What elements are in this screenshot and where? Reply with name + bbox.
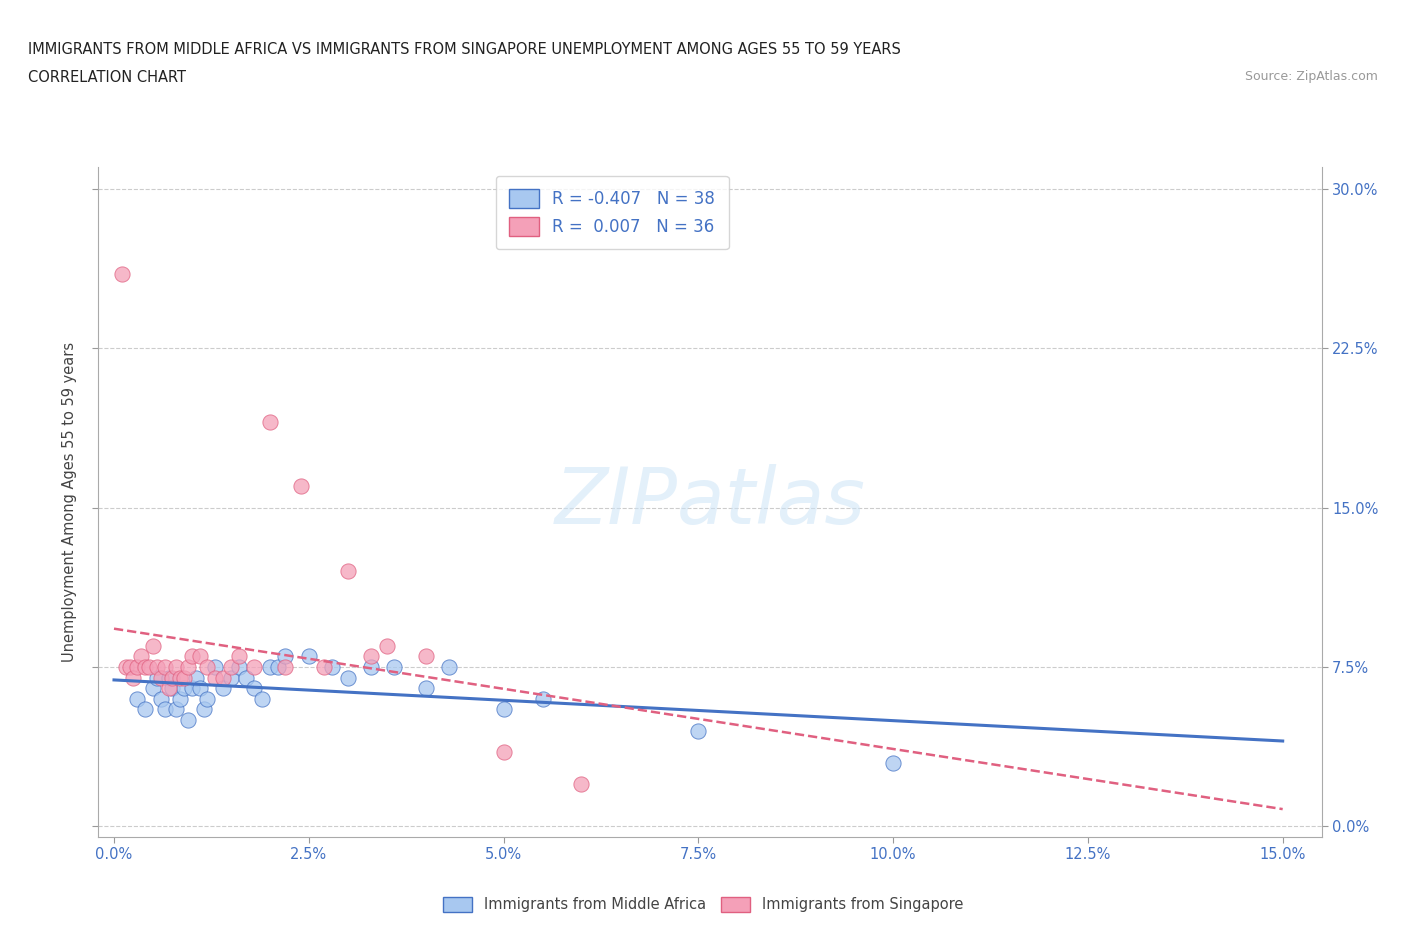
Point [149,671,172,685]
Point [129,649,152,664]
Point [180,649,202,664]
Point [111,266,134,281]
Point [219,659,242,674]
Point [437,659,460,674]
Point [146,671,169,685]
Point [314,659,336,674]
Point [146,659,169,674]
Legend: Immigrants from Middle Africa, Immigrants from Singapore: Immigrants from Middle Africa, Immigrant… [437,891,969,918]
Point [212,681,235,696]
Point [162,671,184,685]
Point [219,671,242,685]
Point [188,649,211,664]
Point [212,671,235,685]
Point [134,702,156,717]
Point [169,671,191,685]
Point [169,691,191,706]
Point [250,691,273,706]
Point [688,724,710,738]
Point [259,415,281,430]
Point [173,681,195,696]
Point [375,638,398,653]
Point [142,681,165,696]
Point [492,702,515,717]
Point [177,712,200,727]
Point [274,659,297,674]
Point [193,702,215,717]
Point [165,702,187,717]
Point [571,777,593,791]
Point [415,649,437,664]
Point [149,691,172,706]
Point [235,671,257,685]
Point [384,659,406,674]
Text: ZIPatlas: ZIPatlas [554,464,866,540]
Point [882,755,904,770]
Point [153,702,176,717]
Point [290,479,312,494]
Point [204,659,226,674]
Point [138,659,160,674]
Point [180,681,202,696]
Point [153,659,176,674]
Point [157,671,180,685]
Y-axis label: Unemployment Among Ages 55 to 59 years: Unemployment Among Ages 55 to 59 years [62,342,77,662]
Point [197,691,219,706]
Point [204,671,226,685]
Point [122,671,145,685]
Point [165,659,187,674]
Point [228,649,250,664]
Point [336,564,359,578]
Point [415,681,437,696]
Point [228,659,250,674]
Point [184,671,207,685]
Point [360,649,382,664]
Point [298,649,321,664]
Point [266,659,288,674]
Point [142,638,165,653]
Point [197,659,219,674]
Point [243,681,266,696]
Point [336,671,359,685]
Text: CORRELATION CHART: CORRELATION CHART [28,70,186,85]
Point [134,659,156,674]
Point [243,659,266,674]
Point [274,649,297,664]
Point [157,681,180,696]
Point [531,691,554,706]
Point [321,659,343,674]
Text: Source: ZipAtlas.com: Source: ZipAtlas.com [1244,70,1378,83]
Point [492,745,515,760]
Point [118,659,141,674]
Point [177,659,200,674]
Point [188,681,211,696]
Point [259,659,281,674]
Point [360,659,382,674]
Point [114,659,136,674]
Point [127,659,149,674]
Legend: R = -0.407   N = 38, R =  0.007   N = 36: R = -0.407 N = 38, R = 0.007 N = 36 [496,176,728,249]
Point [127,691,149,706]
Text: IMMIGRANTS FROM MIDDLE AFRICA VS IMMIGRANTS FROM SINGAPORE UNEMPLOYMENT AMONG AG: IMMIGRANTS FROM MIDDLE AFRICA VS IMMIGRA… [28,42,901,57]
Point [162,681,184,696]
Point [173,671,195,685]
